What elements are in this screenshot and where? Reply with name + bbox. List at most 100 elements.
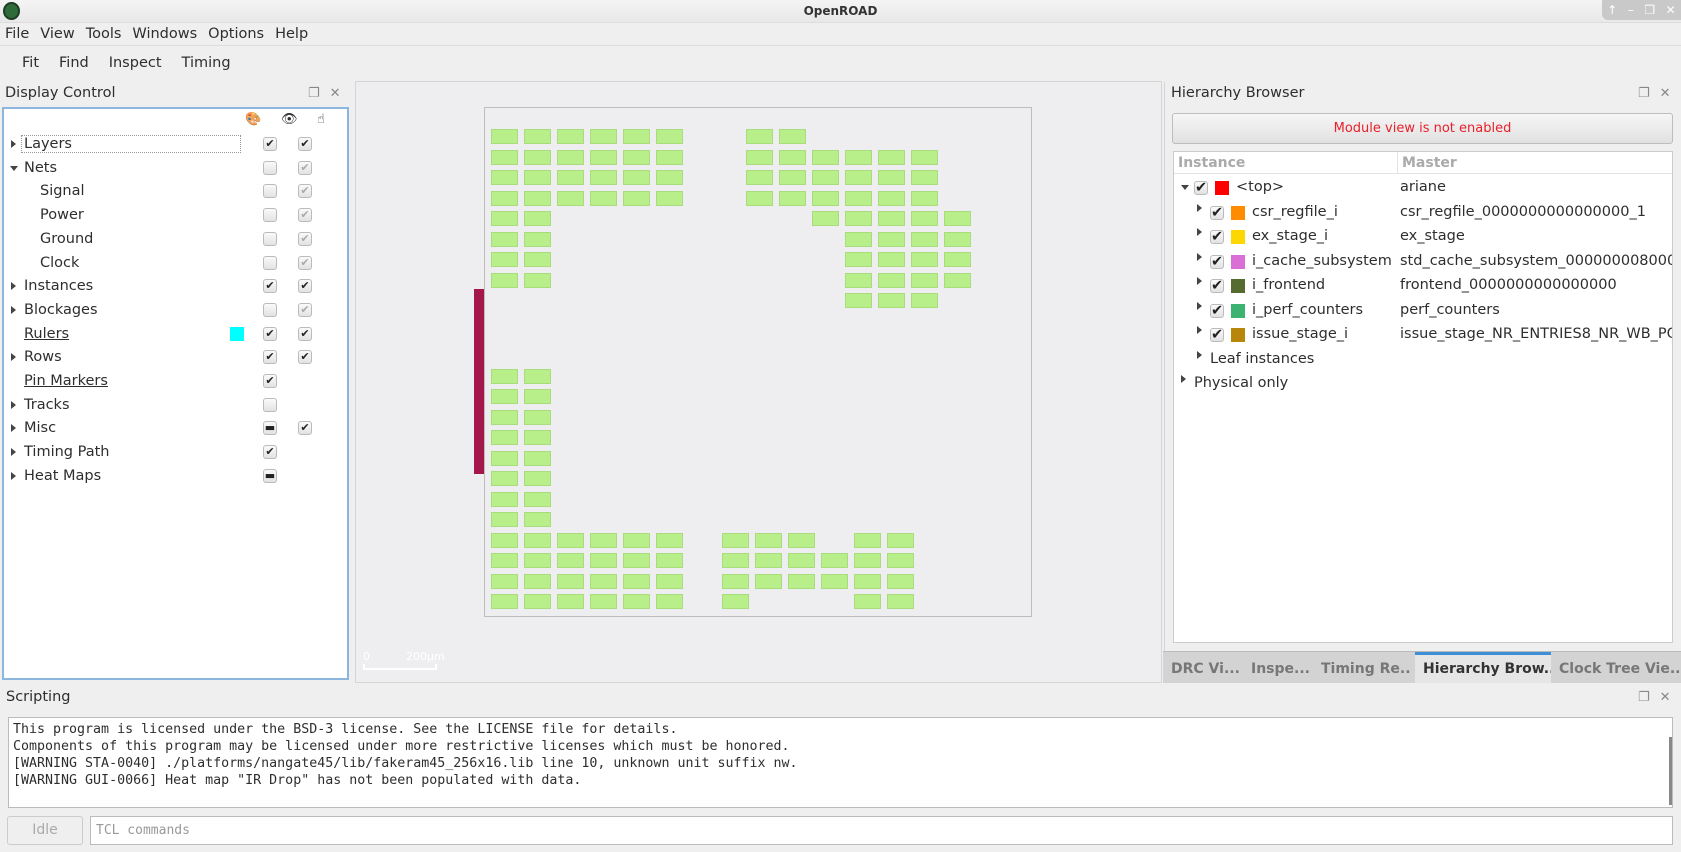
instance-visible-checkbox[interactable]: ✔: [1210, 204, 1224, 221]
hierarchy-row[interactable]: ✔ i_cache_subsystem std_cache_subsystem_00…: [1174, 250, 1672, 274]
tcl-command-input[interactable]: [90, 816, 1673, 845]
menu-help[interactable]: Help: [275, 26, 309, 42]
macro-block[interactable]: [622, 149, 650, 165]
macro-block[interactable]: [656, 573, 683, 589]
macro-block[interactable]: [845, 231, 873, 247]
macro-block[interactable]: [656, 149, 683, 165]
macro-block[interactable]: [821, 573, 849, 589]
close-icon[interactable]: ✕: [1659, 690, 1671, 705]
macro-block[interactable]: [944, 211, 972, 227]
macro-block[interactable]: [779, 190, 807, 206]
macro-block[interactable]: [722, 573, 749, 589]
macro-block[interactable]: [523, 512, 551, 528]
display-row-heat-maps[interactable]: Heat Maps ▬: [4, 465, 347, 488]
macro-block[interactable]: [911, 190, 939, 206]
visible-checkbox[interactable]: [263, 302, 277, 317]
macro-block[interactable]: [490, 170, 518, 186]
macro-block[interactable]: [490, 573, 518, 589]
instance-visible-checkbox[interactable]: ✔: [1210, 229, 1224, 245]
macro-block[interactable]: [622, 190, 650, 206]
macro-block[interactable]: [656, 532, 683, 548]
macro-block[interactable]: [746, 129, 773, 144]
macro-block[interactable]: [854, 573, 882, 589]
display-row-ground[interactable]: Ground ✔: [4, 228, 347, 251]
display-row-nets[interactable]: Nets ✔: [4, 157, 347, 180]
tab-drc-viewer[interactable]: DRC Vi...: [1171, 661, 1240, 677]
macro-block[interactable]: [490, 252, 518, 268]
macro-block[interactable]: [490, 129, 518, 144]
chevron-right-icon[interactable]: [11, 448, 16, 457]
macro-block[interactable]: [523, 409, 551, 425]
macro-block[interactable]: [622, 553, 650, 569]
column-header-master[interactable]: Master: [1398, 152, 1672, 174]
shade-icon[interactable]: ↑: [1607, 3, 1618, 17]
macro-block[interactable]: [845, 252, 873, 268]
display-row-layers[interactable]: Layers ✔ ✔: [4, 133, 347, 156]
macro-block[interactable]: [911, 293, 939, 309]
selectable-checkbox[interactable]: ✔: [298, 421, 312, 436]
macro-block[interactable]: [944, 272, 972, 288]
macro-block[interactable]: [911, 252, 939, 268]
macro-block[interactable]: [622, 170, 650, 186]
selectable-checkbox[interactable]: ✔: [298, 302, 312, 317]
macro-block[interactable]: [589, 573, 617, 589]
chevron-right-icon[interactable]: [1197, 350, 1202, 359]
macro-block[interactable]: [622, 573, 650, 589]
macro-block[interactable]: [845, 272, 873, 288]
macro-block[interactable]: [490, 512, 518, 528]
macro-block[interactable]: [589, 532, 617, 548]
macro-block[interactable]: [812, 149, 840, 165]
display-row-instances[interactable]: Instances ✔ ✔: [4, 275, 347, 298]
output-scrollbar[interactable]: [1669, 737, 1672, 805]
module-view-button[interactable]: Module view is not enabled: [1172, 113, 1673, 144]
macro-block[interactable]: [887, 532, 915, 548]
macro-block[interactable]: [746, 170, 773, 186]
chevron-right-icon[interactable]: [11, 305, 16, 314]
macro-block[interactable]: [523, 553, 551, 569]
macro-block[interactable]: [812, 211, 840, 227]
macro-block[interactable]: [878, 211, 906, 227]
macro-block[interactable]: [911, 149, 939, 165]
macro-block[interactable]: [746, 190, 773, 206]
macro-block[interactable]: [911, 170, 939, 186]
macro-block[interactable]: [556, 129, 584, 144]
macro-block[interactable]: [911, 211, 939, 227]
macro-block[interactable]: [845, 149, 873, 165]
hierarchy-row[interactable]: Physical only: [1174, 372, 1672, 396]
macro-block[interactable]: [490, 430, 518, 446]
menu-view[interactable]: View: [40, 26, 75, 42]
chevron-right-icon[interactable]: [11, 471, 16, 480]
visible-checkbox[interactable]: [263, 397, 277, 412]
visible-checkbox[interactable]: ✔: [263, 326, 277, 341]
macro-block[interactable]: [589, 553, 617, 569]
macro-block[interactable]: [556, 149, 584, 165]
macro-block[interactable]: [911, 272, 939, 288]
chevron-right-icon[interactable]: [1197, 277, 1202, 285]
instance-visible-checkbox[interactable]: ✔: [1210, 278, 1224, 294]
macro-block[interactable]: [490, 368, 518, 384]
macro-block[interactable]: [490, 594, 518, 610]
visible-checkbox[interactable]: ▬: [263, 421, 277, 436]
hierarchy-row[interactable]: ✔ ex_stage_i ex_stage: [1174, 225, 1672, 249]
macro-block[interactable]: [622, 129, 650, 144]
visible-checkbox[interactable]: ✔: [263, 445, 277, 460]
chevron-right-icon[interactable]: [1197, 252, 1202, 261]
macro-block[interactable]: [845, 293, 873, 309]
macro-block[interactable]: [490, 409, 518, 425]
macro-block[interactable]: [523, 170, 551, 186]
macro-block[interactable]: [589, 594, 617, 610]
macro-block[interactable]: [854, 553, 882, 569]
float-icon[interactable]: ❐: [1638, 86, 1650, 101]
inspect-button[interactable]: Inspect: [108, 55, 162, 71]
macro-block[interactable]: [556, 532, 584, 548]
hierarchy-row[interactable]: ✔ <top> ariane: [1174, 176, 1672, 200]
macro-block[interactable]: [490, 272, 518, 288]
selectable-checkbox[interactable]: ✔: [298, 231, 312, 246]
macro-block[interactable]: [490, 211, 518, 227]
instance-visible-checkbox[interactable]: ✔: [1210, 327, 1224, 343]
macro-block[interactable]: [878, 190, 906, 206]
macro-block[interactable]: [523, 129, 551, 144]
macro-block[interactable]: [911, 231, 939, 247]
macro-block[interactable]: [788, 532, 816, 548]
macro-block[interactable]: [656, 170, 683, 186]
